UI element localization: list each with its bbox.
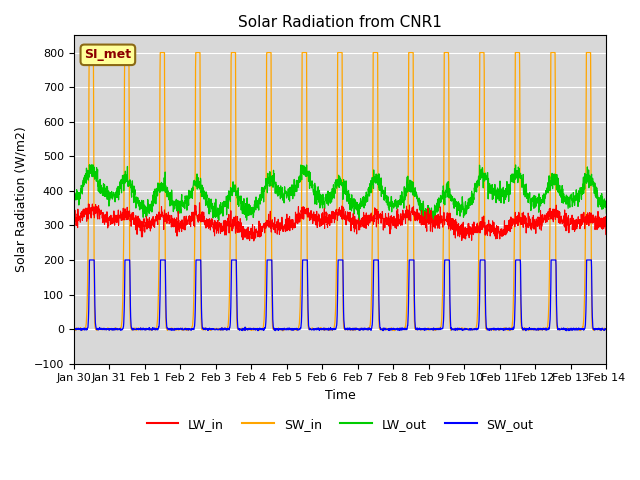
Text: SI_met: SI_met — [84, 48, 131, 61]
SW_out — [86, 257, 93, 263]
LW_out — [219, 206, 227, 212]
SW_out — [495, 327, 502, 333]
LW_in — [196, 200, 204, 206]
Y-axis label: Solar Radiation (W/m2): Solar Radiation (W/m2) — [15, 127, 28, 272]
LW_in — [602, 219, 610, 225]
X-axis label: Time: Time — [324, 389, 355, 402]
SW_out — [602, 326, 610, 332]
Title: Solar Radiation from CNR1: Solar Radiation from CNR1 — [238, 15, 442, 30]
SW_in — [85, 50, 93, 56]
SW_out — [70, 325, 77, 331]
LW_in — [70, 215, 77, 221]
SW_out — [367, 327, 375, 333]
LW_out — [602, 210, 610, 216]
Line: SW_in: SW_in — [74, 53, 606, 331]
LW_in — [219, 223, 227, 229]
LW_out — [356, 205, 364, 211]
SW_in — [602, 326, 610, 332]
SW_in — [279, 328, 287, 334]
SW_out — [556, 326, 563, 332]
Line: SW_out: SW_out — [74, 260, 606, 331]
LW_in — [367, 210, 375, 216]
SW_in — [219, 326, 227, 332]
LW_out — [495, 195, 503, 201]
Line: LW_out: LW_out — [74, 165, 606, 221]
SW_in — [367, 302, 375, 308]
LW_out — [430, 218, 438, 224]
SW_out — [356, 326, 364, 332]
LW_out — [571, 203, 579, 208]
LW_out — [556, 182, 564, 188]
SW_in — [70, 326, 77, 332]
SW_in — [495, 327, 503, 333]
LW_in — [250, 238, 258, 244]
Legend: LW_in, SW_in, LW_out, SW_out: LW_in, SW_in, LW_out, SW_out — [141, 413, 538, 436]
LW_out — [86, 162, 93, 168]
LW_in — [556, 209, 564, 215]
LW_out — [367, 190, 375, 196]
Line: LW_in: LW_in — [74, 203, 606, 241]
LW_in — [571, 228, 579, 234]
SW_in — [356, 326, 364, 332]
SW_in — [556, 326, 564, 332]
LW_in — [356, 227, 364, 233]
LW_in — [495, 230, 503, 236]
SW_in — [571, 326, 579, 332]
LW_out — [70, 197, 77, 203]
SW_out — [219, 327, 227, 333]
SW_out — [571, 327, 579, 333]
SW_out — [563, 328, 570, 334]
